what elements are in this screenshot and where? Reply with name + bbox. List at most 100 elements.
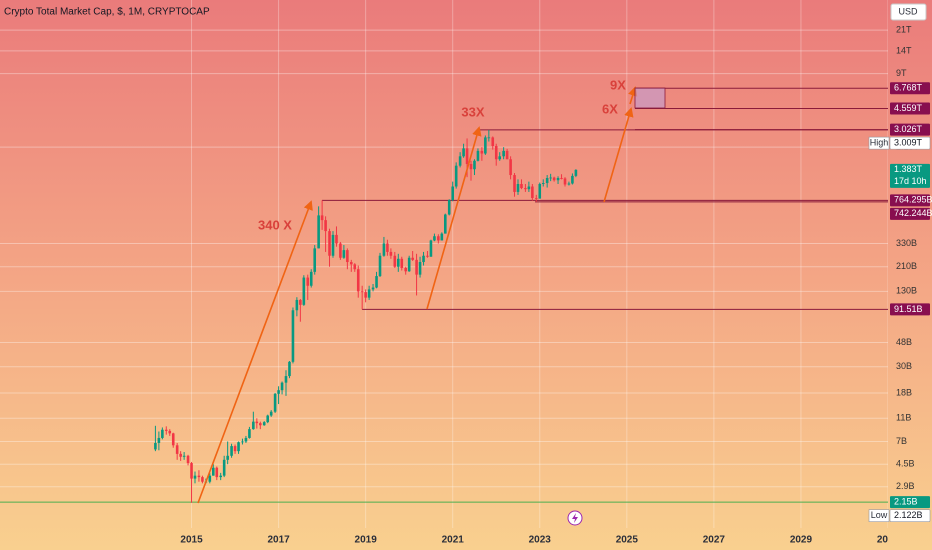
candle-body [415, 259, 418, 275]
candle-body [313, 248, 317, 272]
candle-body [498, 156, 502, 160]
candle-body [462, 148, 465, 157]
candle-body [219, 475, 222, 478]
candle-body [320, 215, 324, 221]
candle-body [226, 455, 229, 460]
currency-button[interactable] [890, 3, 927, 21]
candle-body [175, 445, 179, 454]
price-label: 742.244B [894, 208, 932, 218]
candle-body [367, 289, 371, 298]
arrow [603, 107, 634, 203]
candle-body [473, 160, 476, 170]
candle-body [364, 292, 367, 298]
candle-body [161, 429, 164, 438]
candle-body [302, 277, 306, 305]
candle-body [458, 156, 462, 166]
candles [154, 129, 578, 503]
candle-body [215, 467, 219, 478]
annotation: 33X [461, 104, 484, 119]
candle-body [494, 145, 498, 160]
candle-body [440, 233, 444, 241]
candle-body [422, 255, 425, 263]
candle-body [400, 258, 404, 268]
candle-body [168, 430, 172, 434]
candle-body [259, 423, 262, 426]
candle-body [262, 422, 266, 426]
target-box [634, 87, 666, 109]
currency[interactable]: USD [898, 6, 918, 16]
candle-body [273, 393, 277, 412]
candle-body [306, 277, 310, 286]
candle-body [255, 421, 259, 424]
candle-body [244, 437, 248, 442]
candle-body [222, 459, 226, 476]
candle-body [295, 299, 299, 311]
events-icon[interactable] [567, 510, 583, 526]
candle-body [349, 262, 353, 265]
candle-body [171, 433, 175, 446]
y-tick-label: 48B [896, 337, 912, 347]
price-label: 2.122B [894, 510, 923, 520]
y-axis: 21T14T9T2.15T330B210B130B48B30B18B11B7B4… [896, 24, 920, 491]
candle-body [516, 184, 520, 192]
price-label-box [890, 496, 930, 509]
candle-body [451, 186, 455, 200]
price-label: 764.295B [894, 195, 932, 205]
candle-body [382, 243, 386, 256]
candle-body [375, 276, 378, 288]
price-label: 3.009T [894, 137, 923, 147]
arrow [197, 200, 313, 504]
candle-body [269, 411, 273, 416]
candle-body [179, 453, 182, 457]
candle-body [201, 477, 204, 482]
candle-body [157, 437, 161, 443]
y-tick-label: 210B [896, 261, 917, 271]
candle-body [154, 442, 157, 450]
candle-body [280, 382, 284, 391]
candle-body [164, 429, 168, 431]
candle-body [288, 361, 291, 377]
price-label-box [890, 303, 930, 316]
candle-body [513, 175, 516, 192]
candle-body [182, 455, 186, 457]
candle-body [233, 446, 237, 452]
x-tick-label: 2027 [703, 535, 726, 546]
arrows [197, 86, 666, 504]
candle-body [454, 165, 458, 187]
candle-body [371, 287, 375, 290]
candle-body [433, 236, 436, 241]
candle-body [527, 186, 531, 190]
candle-body [487, 137, 491, 139]
candle-body [534, 197, 538, 199]
price-label-box [890, 194, 930, 207]
candle-body [208, 475, 212, 482]
candle-body [429, 240, 433, 257]
candle-body [386, 243, 389, 252]
candle-body [252, 421, 255, 430]
arrow [628, 86, 638, 105]
price-label: 3.026T [894, 124, 923, 134]
x-tick-label: 2023 [529, 535, 552, 546]
y-tick-label: 21T [896, 24, 912, 34]
candle-body [407, 257, 411, 272]
price-label-tag: Low [871, 510, 888, 520]
grid [0, 0, 888, 528]
candle-body [328, 231, 331, 256]
candle-body [491, 137, 495, 146]
candle-body [342, 250, 346, 258]
price-label-box [890, 207, 930, 220]
candle-body [353, 264, 357, 270]
candle-body [317, 215, 320, 249]
arrow [426, 126, 482, 310]
price-label-box [890, 123, 930, 136]
x-axis: 2015 2017 2019 2021 2023 2025 2027 2029 2031 [180, 535, 888, 546]
y-tick-label: 9T [896, 68, 907, 78]
candle-body [418, 262, 422, 275]
candle-body [531, 186, 534, 198]
candle-body [560, 178, 563, 179]
price-label: 91.51B [894, 304, 923, 314]
candle-body [465, 148, 469, 164]
candle-body [186, 455, 190, 464]
